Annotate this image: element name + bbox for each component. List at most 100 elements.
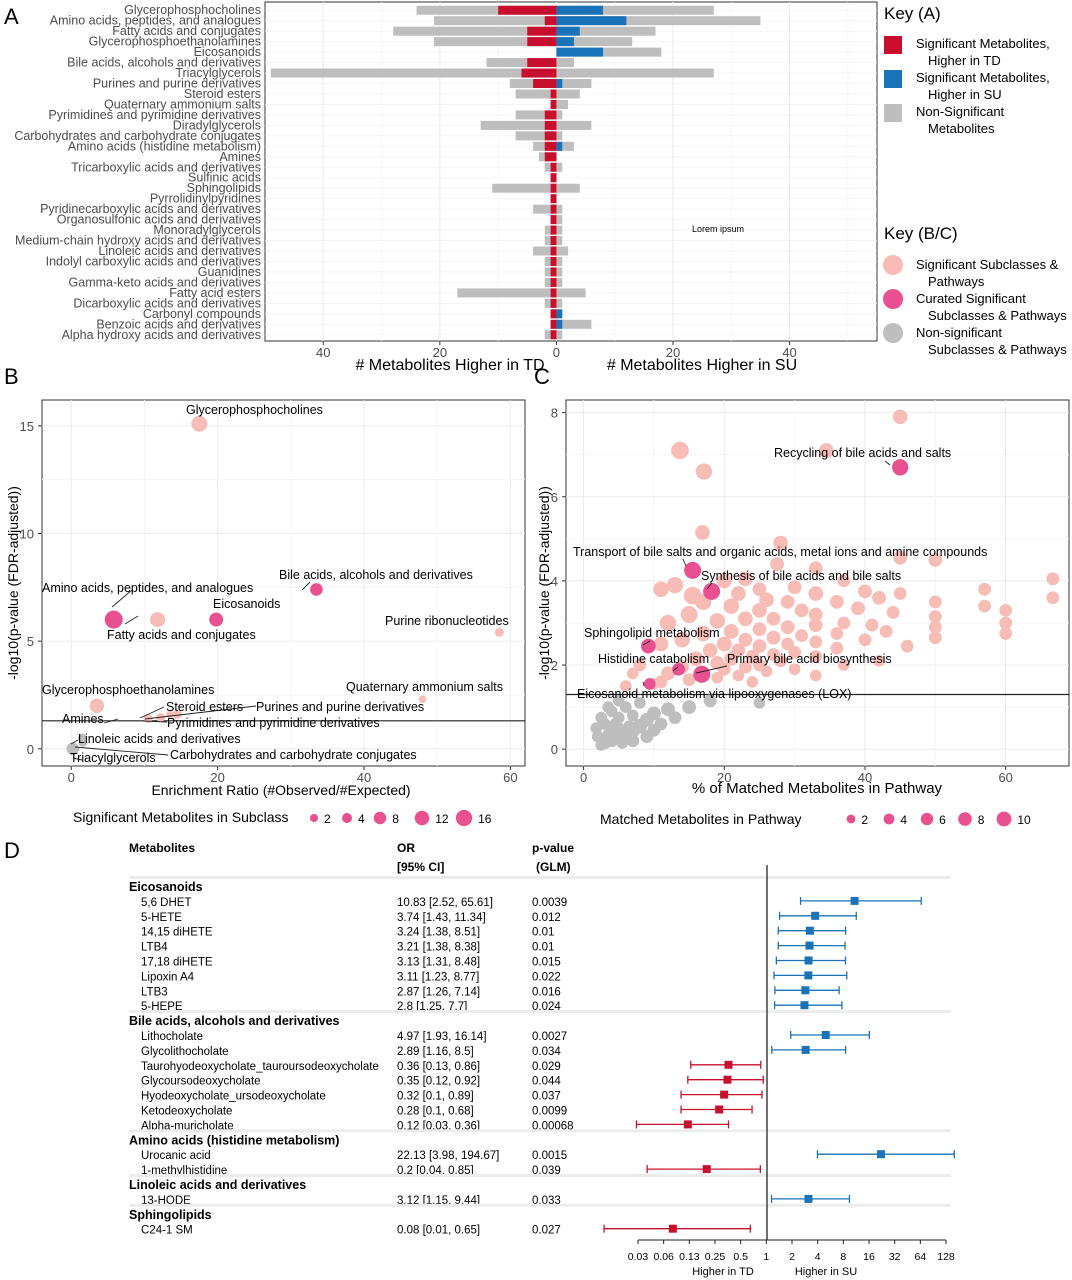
bar-nonsig-td	[533, 204, 557, 214]
scatter-point	[623, 720, 636, 732]
panel-c-tick-label: 4	[551, 574, 558, 589]
forest-row-ci: 0.28 [0.1, 0.68]	[397, 1106, 474, 1118]
bar-sig-td	[544, 16, 557, 26]
forest-label-higher-su: Higher in SU	[795, 1266, 857, 1278]
legend-a-swatch	[884, 104, 902, 122]
bar-nonsig-su	[556, 58, 574, 68]
size-legend-marker	[920, 812, 934, 826]
point-label: Glycerophosphocholines	[186, 403, 323, 417]
size-legend-label: 8	[978, 813, 985, 827]
size-legend-marker	[342, 813, 352, 823]
forest-row-metabolite: Lithocholate	[141, 1031, 203, 1043]
bar-nonsig-td	[480, 120, 557, 130]
bar-sig-td	[550, 173, 557, 183]
bar-nonsig-su	[556, 277, 563, 287]
legend-a-swatch	[884, 70, 902, 88]
bar-sig-su	[556, 47, 604, 57]
point-label: Amino acids, peptides, and analogues	[42, 581, 253, 595]
scatter-point	[774, 654, 787, 668]
forest-or-marker	[850, 896, 859, 905]
panel-c-size-legend: 2 4 6 8 10	[846, 811, 1031, 827]
panel-a-xlabel-left: # Metabolites Higher in TD	[355, 357, 544, 374]
scatter-point	[759, 592, 774, 608]
legend-a-title: Key (A)	[884, 4, 941, 23]
scatter-point	[787, 580, 802, 595]
panel-c-leader-line	[884, 460, 891, 466]
scatter-point	[809, 669, 822, 682]
panel-c-point-labels: Recycling of bile acids and salts Transpo…	[573, 446, 987, 701]
panel-c-leader-line	[682, 558, 687, 567]
forest-tick-label: 0.13	[679, 1251, 700, 1263]
forest-row-metabolite: Ketodeoxycholate	[141, 1106, 232, 1118]
bar-nonsig-su	[556, 16, 761, 26]
forest-row-pvalue: 0.034	[532, 1046, 561, 1058]
scatter-point	[680, 606, 698, 624]
forest-header-ci: [95% CI]	[397, 860, 444, 874]
forest-or-marker	[811, 911, 820, 920]
size-legend-label: 6	[939, 813, 946, 827]
scatter-point	[893, 587, 907, 600]
size-legend-label: 4	[900, 813, 907, 827]
scatter-point	[770, 557, 784, 571]
category-label: Amines	[219, 150, 261, 164]
forest-or-marker	[723, 1075, 732, 1084]
scatter-point	[711, 671, 724, 684]
point-label: Histidine catabolism	[598, 652, 709, 666]
scatter-point	[716, 573, 732, 589]
bar-nonsig-su	[556, 319, 592, 329]
panel-b-size-legend: 2 4 8 12 16	[309, 809, 492, 827]
forest-row-ci: 22.13 [3.98, 194.67]	[397, 1150, 499, 1162]
forest-tick-label: 0.06	[653, 1251, 674, 1263]
forest-or-marker	[804, 1194, 813, 1203]
category-label: Alpha hydroxy acids and derivatives	[62, 328, 261, 342]
scatter-point	[780, 620, 795, 635]
scatter-point	[590, 722, 603, 734]
point-label: Linoleic acids and derivatives	[78, 732, 241, 746]
bar-nonsig-su	[556, 37, 633, 47]
scatter-point	[666, 576, 684, 594]
category-label: Benzoic acids and derivatives	[96, 317, 261, 331]
panel-a-letter: A	[4, 4, 19, 29]
legend-a-label: Significant Metabolites, Higher in TD	[916, 36, 1050, 68]
forest-row-ci: 3.24 [1.38, 8.51]	[397, 927, 480, 939]
panel-b-tick-label: 20	[210, 770, 224, 785]
category-label: Monoradylglycerols	[153, 223, 261, 237]
panel-b-tick-label: 60	[503, 770, 517, 785]
scatter-point	[716, 636, 732, 652]
scatter-point	[191, 415, 208, 432]
bar-sig-td	[527, 58, 557, 68]
point-label: Carbohydrates and carbohydrate conjugate…	[170, 748, 417, 762]
scatter-point	[626, 709, 639, 722]
size-legend-label: 2	[324, 812, 331, 826]
panel-b-ylabel: -log10(p-value (FDR-adjusted))	[5, 486, 21, 680]
scatter-point	[746, 676, 759, 688]
forest-rows: Eicosanoids 5,6 DHET 10.83 [2.52, 65.61] 0.…	[129, 876, 955, 1237]
category-label: Sphingolipids	[187, 181, 261, 195]
size-legend-marker	[846, 814, 856, 824]
panel-c-points	[590, 409, 1060, 751]
bar-nonsig-td	[492, 183, 557, 193]
category-label: Amino acids (histidine metabolism)	[68, 139, 261, 153]
bar-sig-td	[544, 152, 557, 162]
scatter-point	[738, 660, 752, 674]
scatter-point	[830, 627, 844, 640]
bar-sig-td	[550, 215, 557, 225]
bar-nonsig-su	[556, 236, 563, 246]
forest-or-marker	[715, 1105, 724, 1114]
bar-nonsig-su	[556, 120, 592, 130]
bar-sig-td	[550, 277, 557, 287]
legend-bc-swatch	[883, 323, 903, 343]
panel-b-tick-label: 0	[27, 742, 34, 757]
scatter-point	[653, 636, 669, 652]
scatter-point	[66, 742, 80, 756]
scatter-point	[858, 633, 872, 647]
point-label: Bile acids, alcohols and derivatives	[279, 568, 473, 582]
bar-sig-td	[550, 288, 557, 298]
category-label: Diradylglycerols	[173, 118, 261, 132]
scatter-point-curated	[693, 665, 711, 683]
scatter-point	[702, 642, 718, 658]
scatter-point	[209, 612, 224, 627]
panel-a-tick-label: 20	[433, 345, 447, 360]
point-label: Steroid esters	[166, 700, 243, 714]
